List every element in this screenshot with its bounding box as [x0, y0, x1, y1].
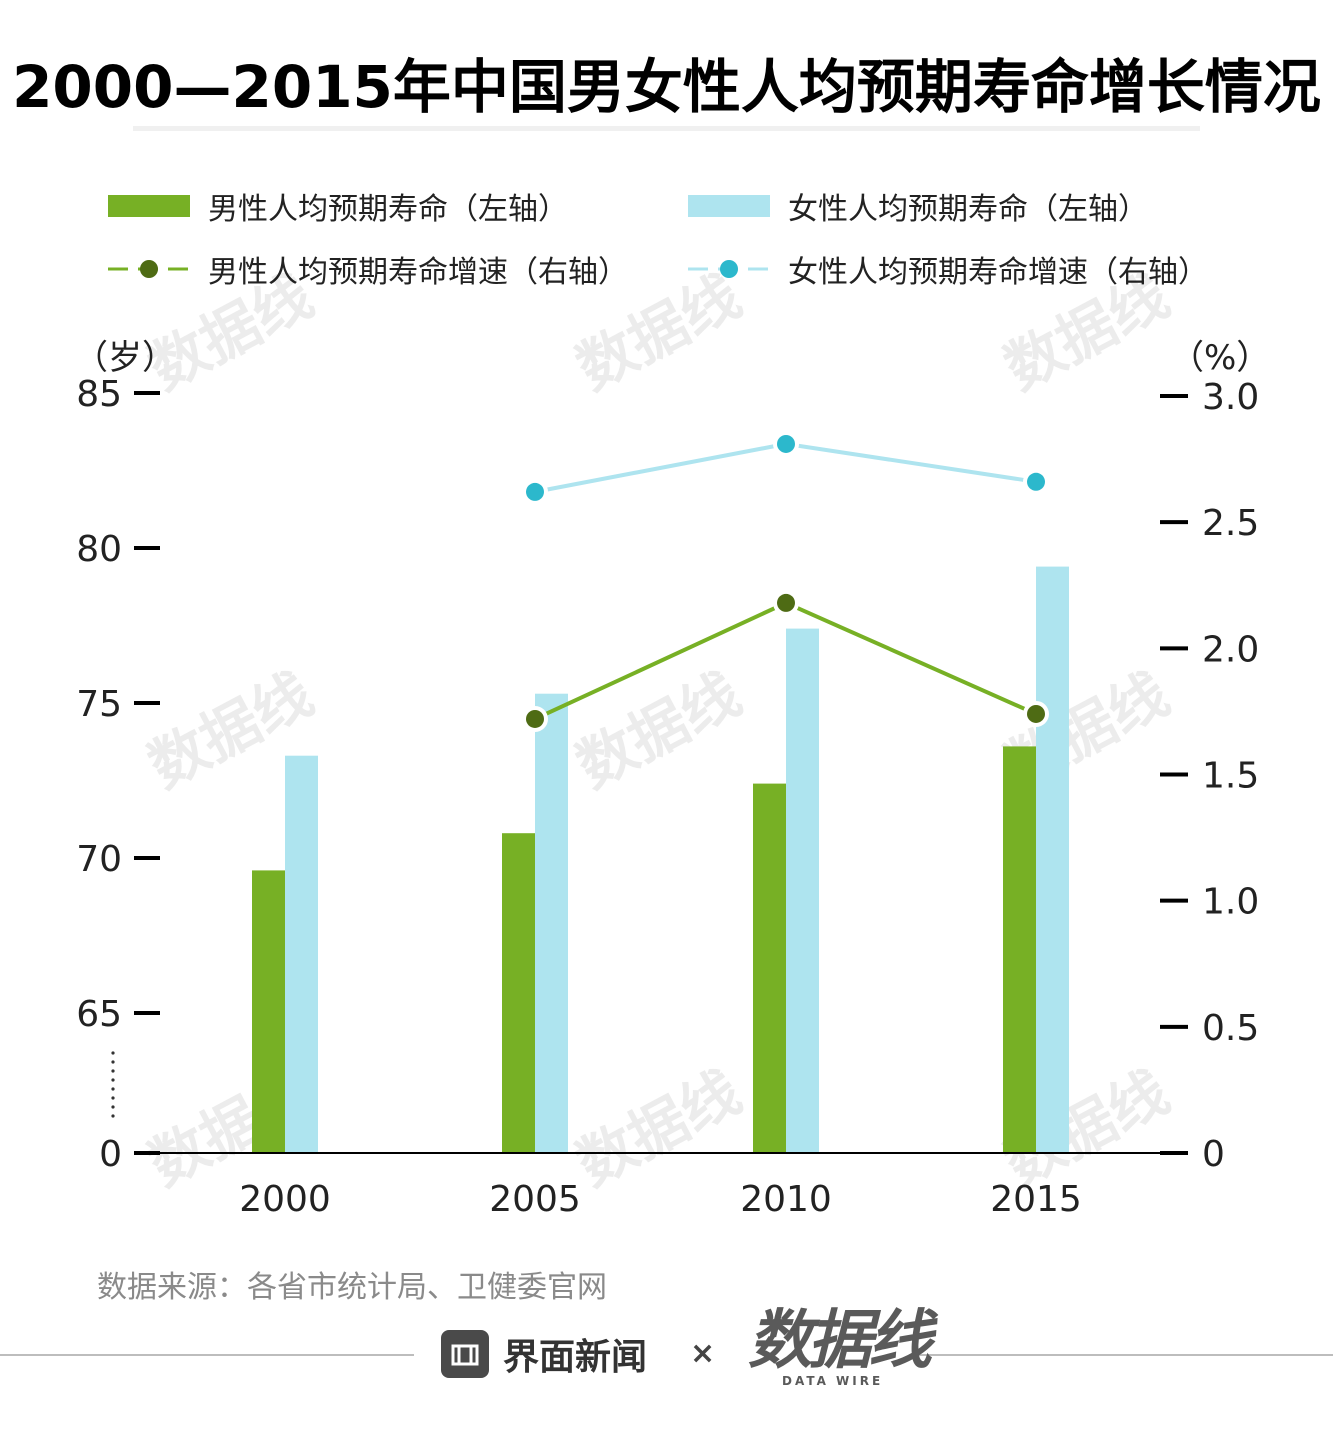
- right-axis-tick-label: 0: [1202, 1134, 1225, 1175]
- left-axis-unit: （岁）: [74, 338, 176, 378]
- legend-swatch-female-line: [688, 260, 770, 278]
- footer-brand: 界面新闻: [441, 1328, 647, 1380]
- watermark-text: 数据线: [566, 659, 752, 801]
- watermark-text: 数据线: [566, 261, 752, 403]
- footer-divider-left: [0, 1354, 414, 1356]
- left-axis-tick-label: 0: [99, 1134, 122, 1175]
- right-axis-tick-label: 0.5: [1202, 1008, 1259, 1049]
- x-axis-tick-label: 2010: [740, 1179, 832, 1220]
- axis-break-dot: [111, 1078, 115, 1082]
- legend-swatch-male-bar: [108, 195, 190, 217]
- x-axis-tick-label: 2015: [990, 1179, 1082, 1220]
- footer-times-sign: ×: [690, 1336, 716, 1371]
- male-growth-marker: [1027, 704, 1045, 723]
- legend-label-female-line: 女性人均预期寿命增速（右轴）: [788, 255, 1208, 290]
- legend-swatch-female-bar: [688, 195, 770, 217]
- watermark-text: 数据线: [138, 261, 324, 403]
- axis-break-dot: [111, 1105, 115, 1109]
- legend-male-line: 男性人均预期寿命增速（右轴）: [108, 247, 628, 291]
- bar-female: [1036, 566, 1069, 1153]
- axis-break-dot: [111, 1114, 115, 1118]
- right-axis-tick-label: 1.0: [1202, 882, 1259, 923]
- female-growth-marker: [1027, 472, 1045, 491]
- footer-brand-name: 界面新闻: [503, 1337, 648, 1378]
- axis-break-dot: [111, 1060, 115, 1064]
- bar-female: [285, 755, 318, 1153]
- legend-label-male-bar: 男性人均预期寿命（左轴）: [208, 192, 568, 227]
- bar-female: [786, 628, 819, 1153]
- axis-break-dot: [111, 1051, 115, 1055]
- right-axis-tick-label: 3.0: [1202, 377, 1259, 418]
- left-axis-tick-label: 75: [76, 684, 122, 725]
- footer-divider-right: [918, 1354, 1333, 1356]
- right-axis-unit: （%）: [1170, 338, 1271, 378]
- watermark-text: 数据线: [566, 1057, 752, 1199]
- bar-male: [502, 833, 535, 1153]
- left-axis-tick-label: 65: [76, 994, 122, 1035]
- datawire-logo-main: 数据线: [748, 1304, 932, 1378]
- bar-female: [535, 693, 568, 1153]
- male-growth-line: [534, 600, 1037, 721]
- female-growth-marker: [526, 482, 544, 501]
- x-axis-tick-label: 2000: [239, 1179, 331, 1220]
- watermark-text: 数据线: [994, 261, 1180, 403]
- jiemian-logo-icon: [441, 1330, 489, 1378]
- axis-break-dot: [111, 1096, 115, 1100]
- bar-male: [1003, 746, 1036, 1153]
- left-axis-tick-label: 70: [76, 839, 122, 880]
- left-axis-tick-label: 80: [76, 529, 122, 570]
- x-axis-tick-label: 2005: [489, 1179, 581, 1220]
- datawire-logo-sub: DATA WIRE: [782, 1374, 884, 1388]
- datawire-logo: 数据线 DATA WIRE: [748, 1304, 932, 1388]
- data-source-note: 数据来源：各省市统计局、卫健委官网: [97, 1270, 607, 1305]
- bar-male: [252, 870, 285, 1153]
- right-axis-tick-label: 2.0: [1202, 629, 1259, 670]
- legend-label-female-bar: 女性人均预期寿命（左轴）: [788, 192, 1148, 227]
- bar-male: [753, 783, 786, 1153]
- right-axis-tick-label: 2.5: [1202, 503, 1259, 544]
- female-growth-marker: [777, 434, 795, 453]
- legend-swatch-male-line: [108, 260, 190, 278]
- axis-break-dot: [111, 1069, 115, 1073]
- legend-male-bar: 男性人均预期寿命（左轴）: [108, 184, 568, 228]
- axis-break-dot: [111, 1087, 115, 1091]
- male-growth-marker: [777, 593, 795, 612]
- chart-title: 2000—2015年中国男女性人均预期寿命增长情况: [12, 53, 1321, 121]
- right-axis-tick-label: 1.5: [1202, 756, 1259, 797]
- title-divider: [133, 126, 1200, 131]
- left-axis-tick-label: 85: [76, 374, 122, 415]
- male-growth-marker: [526, 709, 544, 728]
- legend-label-male-line: 男性人均预期寿命增速（右轴）: [208, 255, 628, 290]
- legend-female-bar: 女性人均预期寿命（左轴）: [688, 184, 1148, 228]
- legend-female-line: 女性人均预期寿命增速（右轴）: [688, 247, 1208, 291]
